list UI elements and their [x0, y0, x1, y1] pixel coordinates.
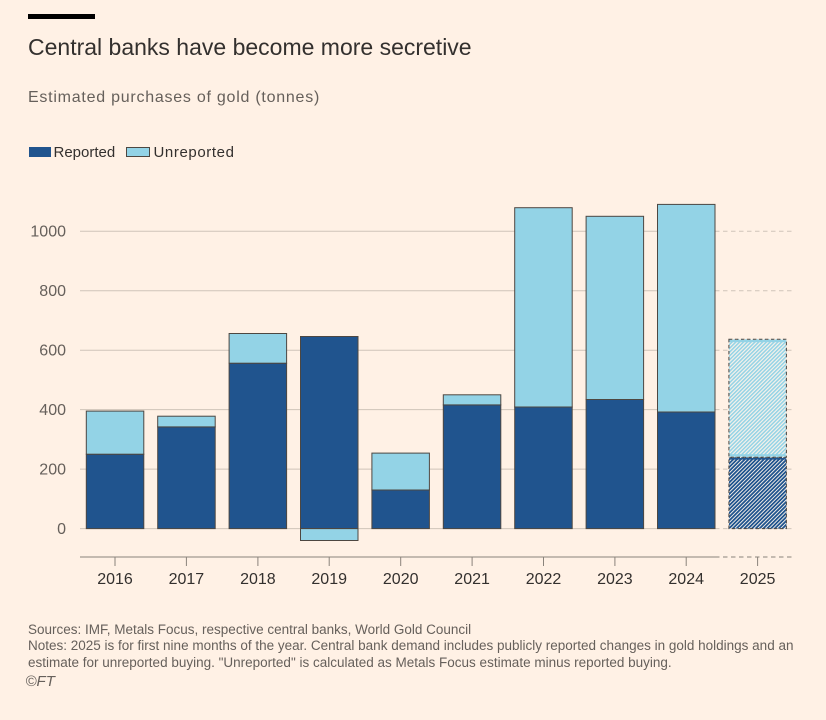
svg-text:2025: 2025	[740, 571, 776, 588]
svg-text:2016: 2016	[97, 571, 133, 588]
svg-text:2024: 2024	[668, 571, 704, 588]
svg-text:0: 0	[57, 521, 66, 538]
svg-text:2021: 2021	[454, 571, 490, 588]
svg-text:1000: 1000	[30, 224, 66, 241]
svg-text:800: 800	[39, 283, 66, 300]
svg-text:200: 200	[39, 462, 66, 479]
svg-text:2019: 2019	[311, 571, 347, 588]
svg-text:600: 600	[39, 343, 66, 360]
svg-text:2020: 2020	[383, 571, 419, 588]
svg-text:2022: 2022	[526, 571, 562, 588]
svg-text:2018: 2018	[240, 571, 276, 588]
svg-text:400: 400	[39, 402, 66, 419]
svg-text:2017: 2017	[169, 571, 205, 588]
svg-text:2023: 2023	[597, 571, 633, 588]
